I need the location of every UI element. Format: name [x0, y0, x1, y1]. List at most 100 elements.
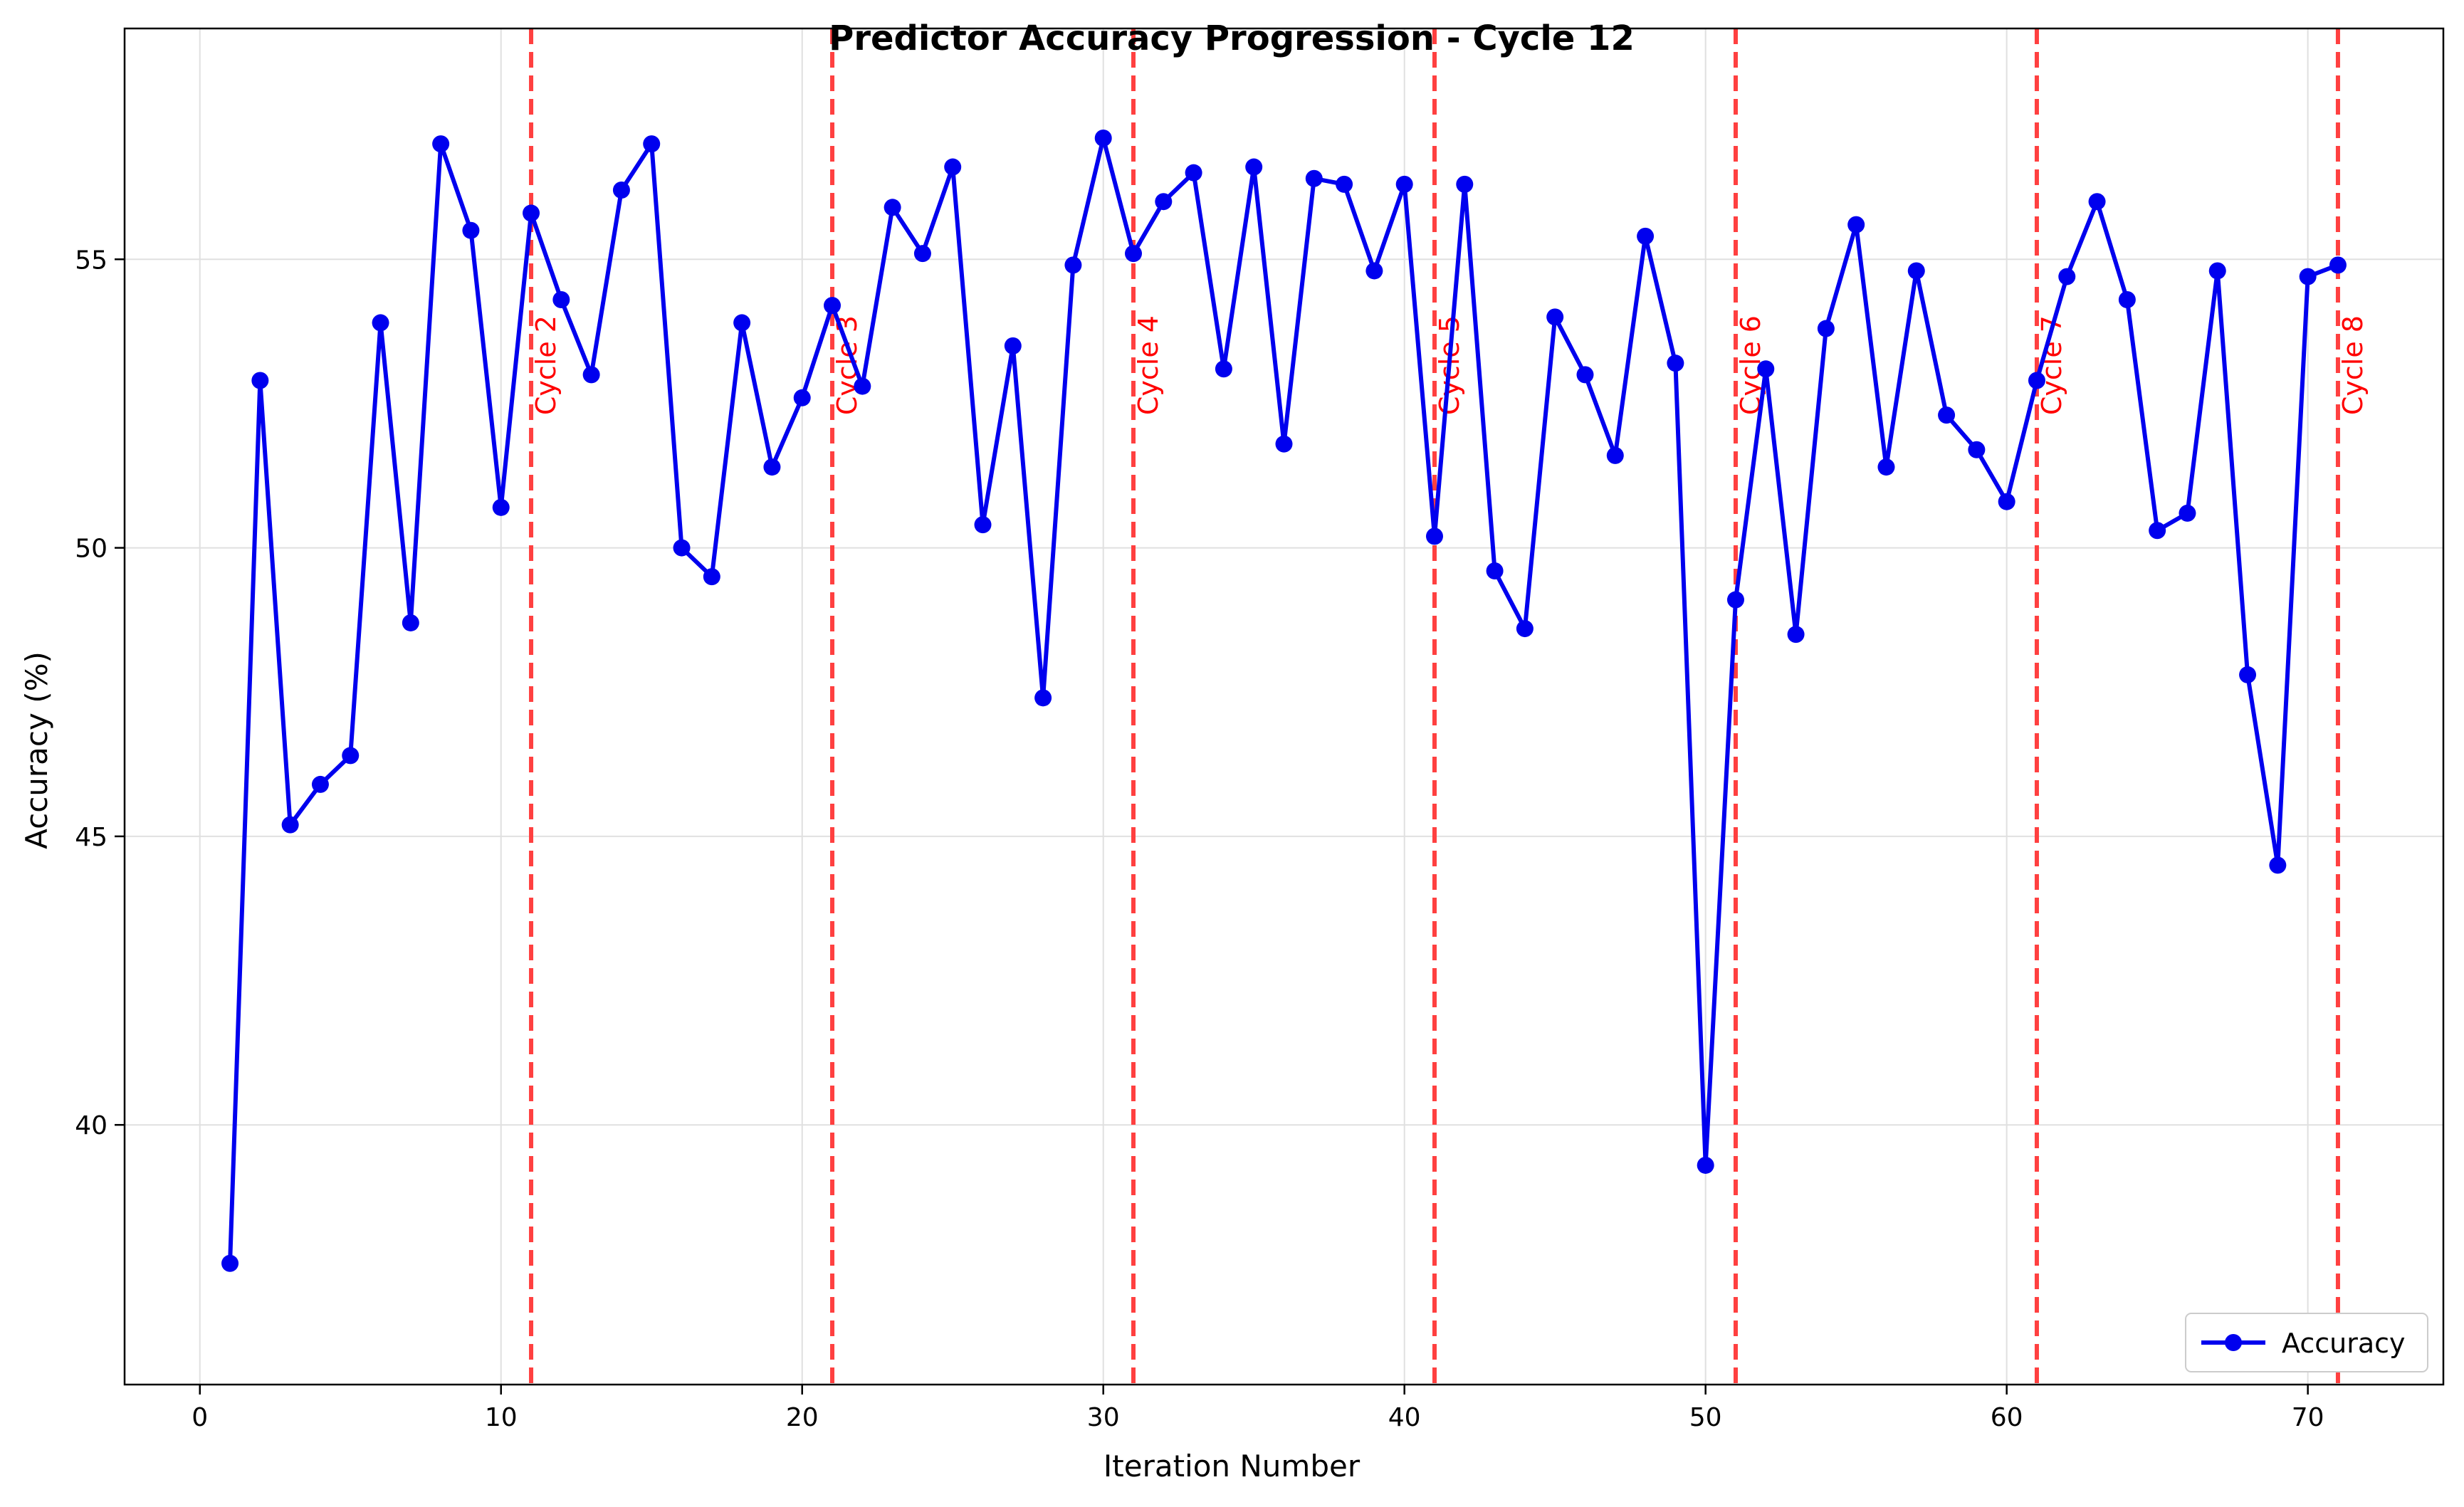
accuracy-data-point	[402, 614, 419, 631]
accuracy-data-point	[2149, 522, 2166, 540]
accuracy-data-point	[2058, 268, 2076, 285]
cycle-label: Cycle 4	[1133, 315, 1164, 415]
accuracy-data-point	[1064, 256, 1082, 274]
y-tick-label: 40	[75, 1111, 108, 1140]
accuracy-data-point	[703, 568, 720, 586]
cycle-markers: Cycle 2 Cycle 3 Cycle 4 Cycle 5 Cycle 6 Cycle…	[529, 28, 2369, 1385]
plot-frame	[123, 27, 2445, 1386]
x-tick-label: 30	[1087, 1403, 1120, 1432]
accuracy-data-point	[2088, 193, 2106, 211]
accuracy-data-point	[1907, 262, 1925, 280]
accuracy-data-point	[342, 747, 360, 765]
chart-title: Predictor Accuracy Progression - Cycle 1…	[829, 19, 1635, 58]
accuracy-data-point	[1847, 216, 1865, 233]
accuracy-data-point	[1034, 689, 1052, 707]
accuracy-data-point	[673, 539, 691, 557]
y-axis-label: Accuracy (%)	[19, 651, 54, 849]
accuracy-data-point	[733, 314, 751, 332]
x-tick-label: 40	[1388, 1403, 1421, 1432]
accuracy-data-point	[1336, 175, 1353, 193]
accuracy-data-point	[1456, 175, 1474, 193]
accuracy-data-point	[763, 458, 781, 476]
accuracy-data-point	[1275, 435, 1293, 453]
accuracy-data-point	[884, 199, 901, 216]
accuracy-data-point	[1576, 366, 1594, 384]
x-tick-label: 70	[2292, 1403, 2324, 1432]
accuracy-data-point	[552, 291, 570, 308]
accuracy-data-point	[1637, 227, 1655, 245]
accuracy-data-point	[1968, 441, 1986, 458]
accuracy-data-point	[2239, 666, 2257, 683]
accuracy-data-point	[432, 135, 450, 153]
accuracy-data-point	[1094, 130, 1112, 147]
accuracy-data-point	[1245, 158, 1263, 176]
accuracy-data-point	[221, 1254, 239, 1272]
accuracy-data-point	[643, 135, 661, 153]
legend-entry-accuracy: Accuracy	[2282, 1328, 2406, 1359]
accuracy-data-point	[1425, 527, 1443, 545]
cycle-label: Cycle 2	[530, 315, 562, 415]
accuracy-data-point	[372, 314, 389, 332]
accuracy-data-point	[311, 775, 329, 793]
accuracy-data-point	[1004, 337, 1022, 355]
grid	[125, 28, 2443, 1385]
x-axis-label: Iteration Number	[1103, 1449, 1361, 1484]
accuracy-data-point	[1817, 320, 1835, 337]
accuracy-data-point	[1486, 562, 1504, 579]
accuracy-data-point	[1938, 406, 1956, 424]
accuracy-data-point	[1726, 591, 1744, 609]
accuracy-data-point	[824, 297, 842, 315]
accuracy-data-point	[1155, 193, 1173, 211]
accuracy-data-point	[854, 377, 871, 395]
accuracy-data-point	[1546, 308, 1564, 326]
cycle-label: Cycle 8	[2337, 315, 2369, 415]
legend-box	[2185, 1313, 2428, 1372]
accuracy-data-point	[2118, 291, 2136, 308]
accuracy-data-point	[1757, 360, 1775, 378]
accuracy-data-point	[1998, 493, 2015, 510]
x-tick-label: 50	[1689, 1403, 1722, 1432]
accuracy-data-point	[492, 498, 510, 516]
accuracy-data-point	[1365, 262, 1383, 280]
accuracy-data-point	[1877, 458, 1895, 476]
accuracy-data-point	[2028, 372, 2045, 389]
x-tick-label: 60	[1991, 1403, 2023, 1432]
accuracy-data-point	[1125, 245, 1143, 263]
accuracy-data-point	[523, 204, 540, 222]
legend: Accuracy	[2185, 1313, 2428, 1372]
accuracy-data-point	[2208, 262, 2226, 280]
accuracy-data-point	[1215, 360, 1232, 378]
y-tick-label: 45	[75, 823, 108, 852]
y-tick-label: 55	[75, 246, 108, 275]
accuracy-data-point	[2329, 256, 2347, 274]
cycle-label: Cycle 3	[832, 315, 863, 415]
accuracy-data-point	[1606, 446, 1624, 464]
x-tick-label: 0	[192, 1403, 208, 1432]
accuracy-data-point	[944, 158, 962, 176]
x-tick-label: 20	[786, 1403, 819, 1432]
accuracy-data-point	[2299, 268, 2317, 285]
axes-ticks: 0 10 20 30 40 50 60 70 40 45 50 55	[75, 246, 2324, 1432]
accuracy-data-point	[1697, 1156, 1714, 1174]
series-layer	[221, 130, 2347, 1272]
accuracy-data-point	[1667, 355, 1684, 372]
y-tick-label: 50	[75, 535, 108, 564]
accuracy-data-point	[974, 516, 992, 534]
accuracy-data-point	[913, 245, 931, 263]
accuracy-data-point	[1395, 175, 1413, 193]
accuracy-data-point	[1305, 169, 1323, 187]
accuracy-data-point	[251, 372, 269, 389]
accuracy-data-point	[281, 816, 299, 834]
accuracy-data-point	[1516, 620, 1534, 638]
accuracy-data-point	[612, 181, 630, 199]
accuracy-data-point	[582, 366, 600, 384]
accuracy-data-point	[462, 221, 480, 239]
accuracy-data-point	[1185, 164, 1202, 182]
accuracy-data-point	[2179, 504, 2196, 522]
accuracy-data-point	[2269, 856, 2287, 874]
accuracy-data-point	[1787, 626, 1805, 644]
accuracy-data-point	[793, 389, 811, 406]
